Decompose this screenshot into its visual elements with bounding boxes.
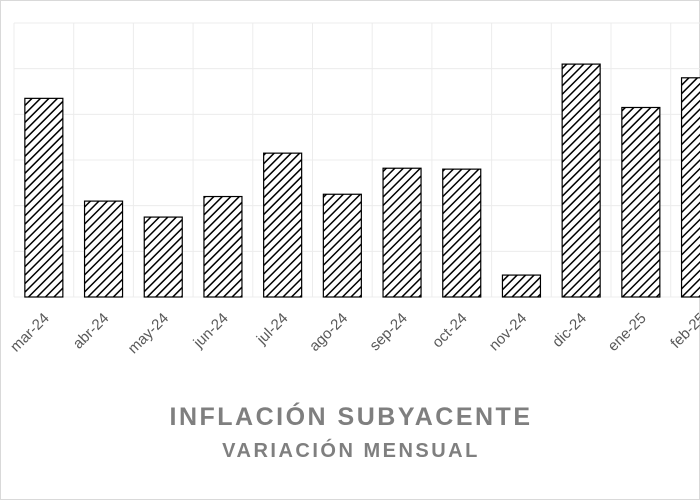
bar-abr-24 — [83, 200, 124, 298]
x-tick-label: ene-25 — [605, 310, 650, 355]
bar-ene-25 — [621, 106, 661, 298]
bar-oct-24 — [442, 168, 482, 298]
x-tick-label: mar-24 — [7, 310, 53, 356]
bar-jul-24 — [263, 152, 303, 298]
x-tick-label: ago-24 — [306, 310, 351, 355]
x-tick-label: jun-24 — [190, 310, 232, 352]
x-axis-tick-labels: mar-24 abr-24 may-24 jun-24 jul-24 ago-24 sep-… — [7, 310, 700, 357]
chart-plot: mar-24 abr-24 may-24 jun-24 jul-24 ago-24 sep-… — [7, 22, 700, 357]
bar-jun-24 — [203, 195, 243, 298]
x-tick-label: abr-24 — [70, 310, 113, 353]
x-tick-label: nov-24 — [486, 310, 530, 354]
bar-sep-24 — [382, 167, 422, 298]
x-tick-label: feb-25 — [667, 310, 700, 352]
bar-may-24 — [143, 216, 183, 298]
x-tick-label: oct-24 — [429, 310, 471, 352]
bar-mar-24 — [24, 97, 64, 298]
bar-ago-24 — [322, 193, 362, 298]
x-tick-label: dic-24 — [549, 310, 590, 351]
bar-nov-24 — [501, 274, 542, 298]
bar-feb-25 — [680, 77, 700, 298]
bar-series — [24, 63, 700, 298]
chart-subtitle: VARIACIÓN MENSUAL — [222, 440, 480, 462]
x-tick-label: jul-24 — [253, 310, 292, 349]
x-tick-label: may-24 — [125, 310, 172, 357]
bar-dic-24 — [561, 63, 601, 298]
x-tick-label: sep-24 — [366, 310, 410, 354]
chart-title: INFLACIÓN SUBYACENTE — [169, 403, 533, 431]
